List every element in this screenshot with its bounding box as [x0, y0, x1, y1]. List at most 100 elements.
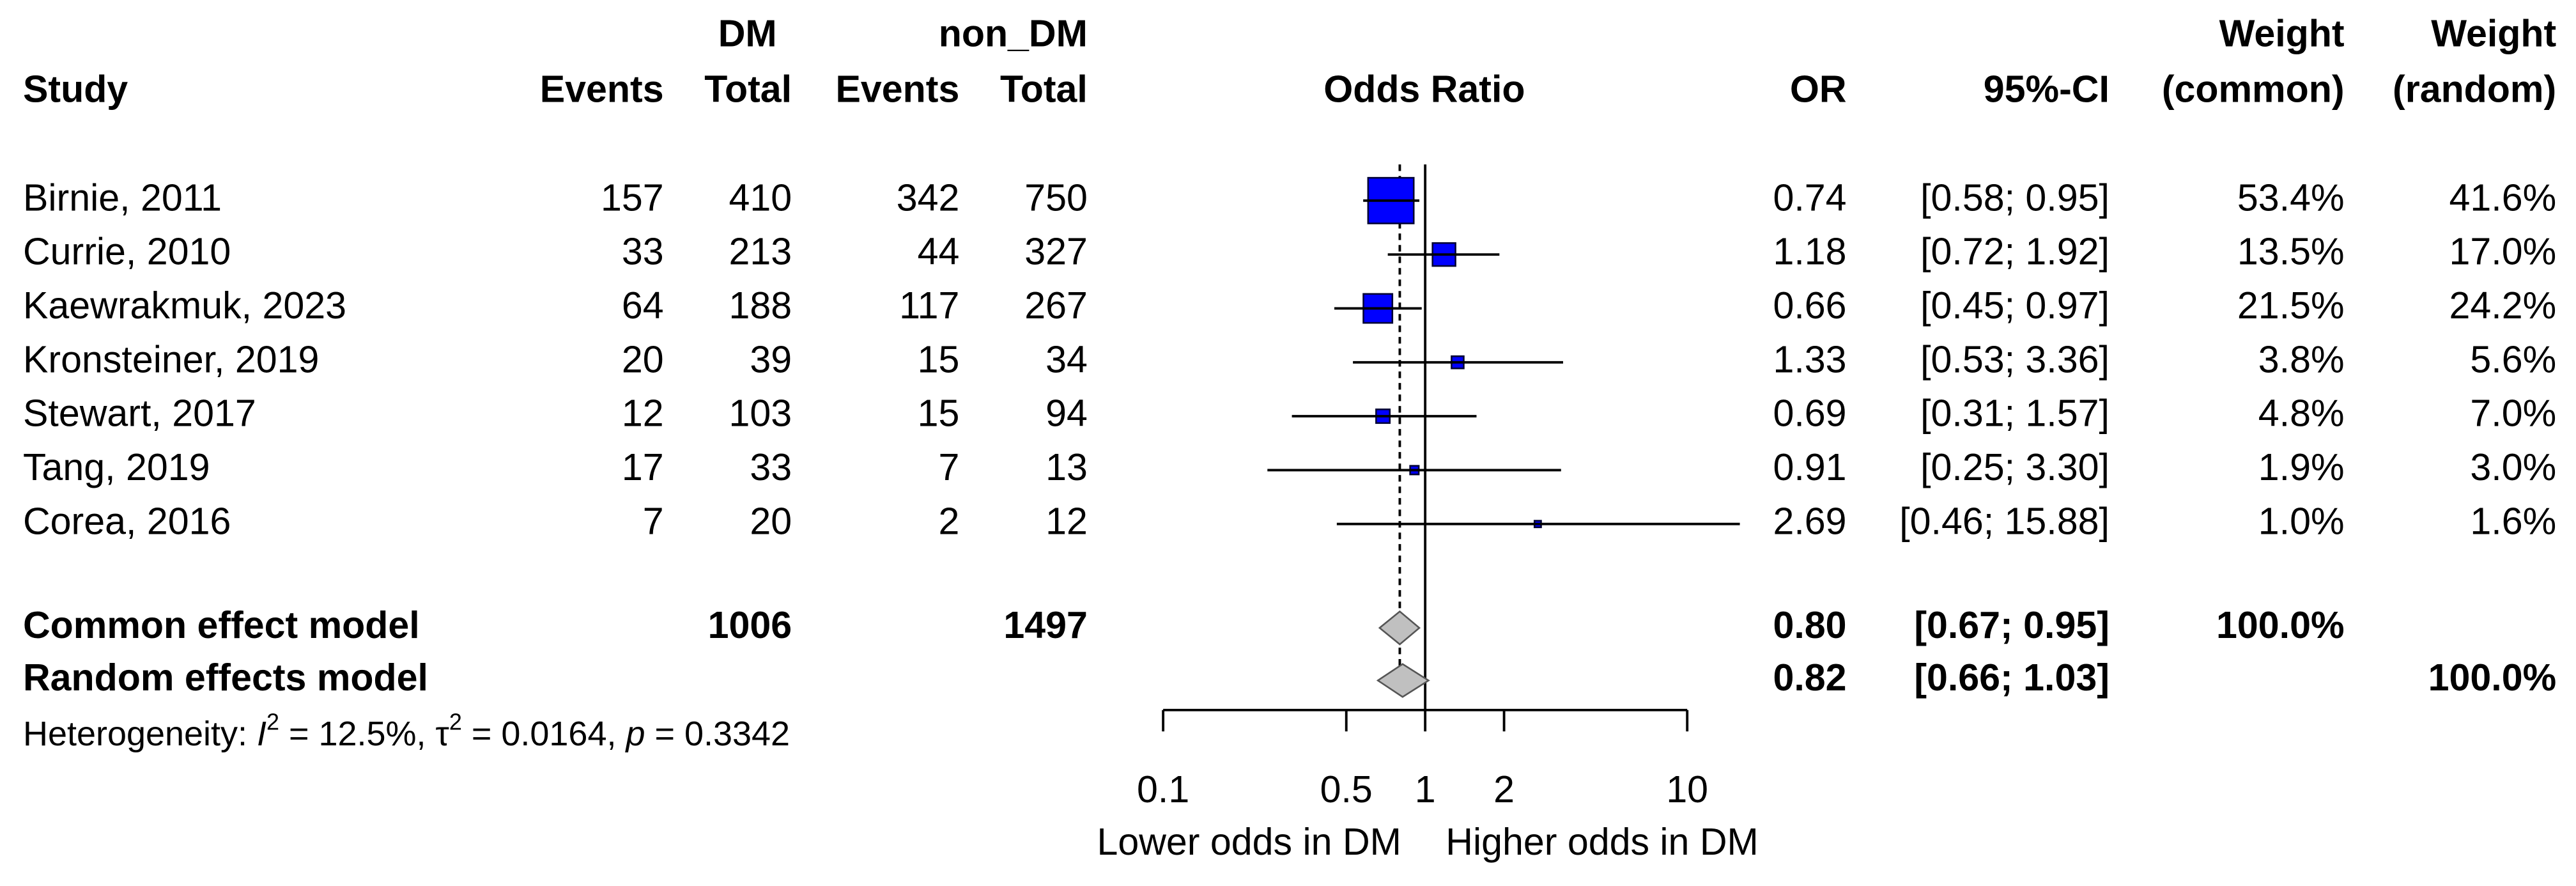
text: = 0.3342	[645, 715, 790, 753]
symbol: p	[624, 715, 645, 753]
cell: 15	[918, 392, 960, 435]
or-value: 0.66	[1773, 284, 1847, 327]
weight-common: 4.8%	[2258, 392, 2345, 435]
header: (random)	[2393, 68, 2556, 111]
cell: 410	[729, 176, 792, 219]
cell: 213	[729, 230, 792, 273]
cell: 20	[750, 499, 792, 542]
or-value: 0.69	[1773, 392, 1847, 435]
cell: 15	[918, 338, 960, 380]
ci-value: [0.46; 15.88]	[1899, 499, 2109, 542]
x-tick-label: 1	[1415, 768, 1436, 811]
cell: 1497	[1003, 603, 1088, 646]
ci-value: [0.66; 1.03]	[1914, 656, 2109, 699]
text: = 12.5%,	[279, 715, 436, 753]
cell: 7	[938, 446, 959, 488]
header: Weight	[2431, 12, 2556, 54]
x-axis-label: Lower odds in DM	[1097, 820, 1401, 863]
header: Odds Ratio	[1323, 68, 1525, 111]
cell: 17	[622, 446, 664, 488]
cell: 342	[897, 176, 960, 219]
pooled-name: Common effect model	[23, 603, 420, 646]
header: OR	[1790, 68, 1847, 111]
x-tick-label: 0.1	[1137, 768, 1189, 811]
study-name: Stewart, 2017	[23, 392, 256, 435]
or-value: 0.80	[1773, 603, 1847, 646]
cell: 7	[643, 499, 664, 542]
cell: 117	[899, 284, 959, 327]
cell: 12	[622, 392, 664, 435]
weight-common: 53.4%	[2237, 176, 2345, 219]
weight-random: 1.6%	[2470, 499, 2556, 542]
cell: 103	[729, 392, 792, 435]
weight-random: 5.6%	[2470, 338, 2556, 380]
cell: 188	[729, 284, 792, 327]
cell: 34	[1045, 338, 1088, 380]
ci-value: [0.67; 0.95]	[1914, 603, 2109, 646]
cell: 94	[1045, 392, 1088, 435]
cell: 750	[1024, 176, 1088, 219]
header: 95%-CI	[1984, 68, 2109, 111]
ci-value: [0.31; 1.57]	[1920, 392, 2109, 435]
header: Study	[23, 68, 128, 111]
pooled-diamond	[1376, 663, 1430, 698]
header: Total	[1000, 68, 1088, 111]
pooled-name: Random effects model	[23, 656, 428, 699]
or-value: 0.82	[1773, 656, 1847, 699]
symbol: τ	[436, 715, 449, 753]
weight-common: 13.5%	[2237, 230, 2345, 273]
ci-value: [0.72; 1.92]	[1920, 230, 2109, 273]
weight-common: 1.9%	[2258, 446, 2345, 488]
cell: 12	[1045, 499, 1088, 542]
weight-random: 3.0%	[2470, 446, 2556, 488]
cell: 39	[750, 338, 792, 380]
cell: 33	[622, 230, 664, 273]
cell: 20	[622, 338, 664, 380]
header: Events	[835, 68, 959, 111]
superscript: 2	[266, 708, 279, 734]
weight-random: 17.0%	[2449, 230, 2557, 273]
or-value: 0.74	[1773, 176, 1847, 219]
ci-value: [0.58; 0.95]	[1920, 176, 2109, 219]
text: Heterogeneity:	[23, 715, 257, 753]
pooled-diamond	[1378, 610, 1421, 646]
x-axis-label: Higher odds in DM	[1446, 820, 1759, 863]
ci-value: [0.53; 3.36]	[1920, 338, 2109, 380]
study-name: Corea, 2016	[23, 499, 231, 542]
header-group: non_DM	[939, 12, 1088, 54]
cell: 327	[1024, 230, 1088, 273]
cell: 64	[622, 284, 664, 327]
ci-value: [0.25; 3.30]	[1920, 446, 2109, 488]
or-value: 1.18	[1773, 230, 1847, 273]
symbol: I	[257, 715, 266, 753]
weight-common: 100.0%	[2216, 603, 2344, 646]
or-value: 1.33	[1773, 338, 1847, 380]
weight-common: 3.8%	[2258, 338, 2345, 380]
header: Total	[704, 68, 792, 111]
superscript: 2	[449, 708, 462, 734]
heterogeneity: Heterogeneity: I2 = 12.5%, τ2 = 0.0164, …	[23, 708, 790, 753]
x-tick-label: 10	[1666, 768, 1708, 811]
cell: 2	[938, 499, 959, 542]
cell: 13	[1045, 446, 1088, 488]
ci-value: [0.45; 0.97]	[1920, 284, 2109, 327]
study-name: Kronsteiner, 2019	[23, 338, 319, 380]
header-group: DM	[718, 12, 777, 54]
header: Events	[540, 68, 664, 111]
cell: 267	[1024, 284, 1088, 327]
weight-random: 7.0%	[2470, 392, 2556, 435]
study-name: Tang, 2019	[23, 446, 210, 488]
weight-random: 24.2%	[2449, 284, 2557, 327]
study-name: Kaewrakmuk, 2023	[23, 284, 346, 327]
text: = 0.0164,	[462, 715, 626, 753]
header: (common)	[2162, 68, 2345, 111]
x-tick-label: 0.5	[1320, 768, 1373, 811]
weight-random: 100.0%	[2428, 656, 2556, 699]
weight-random: 41.6%	[2449, 176, 2557, 219]
study-name: Birnie, 2011	[23, 176, 222, 219]
weight-common: 21.5%	[2237, 284, 2345, 327]
cell: 33	[750, 446, 792, 488]
x-tick-label: 2	[1493, 768, 1515, 811]
cell: 44	[918, 230, 960, 273]
